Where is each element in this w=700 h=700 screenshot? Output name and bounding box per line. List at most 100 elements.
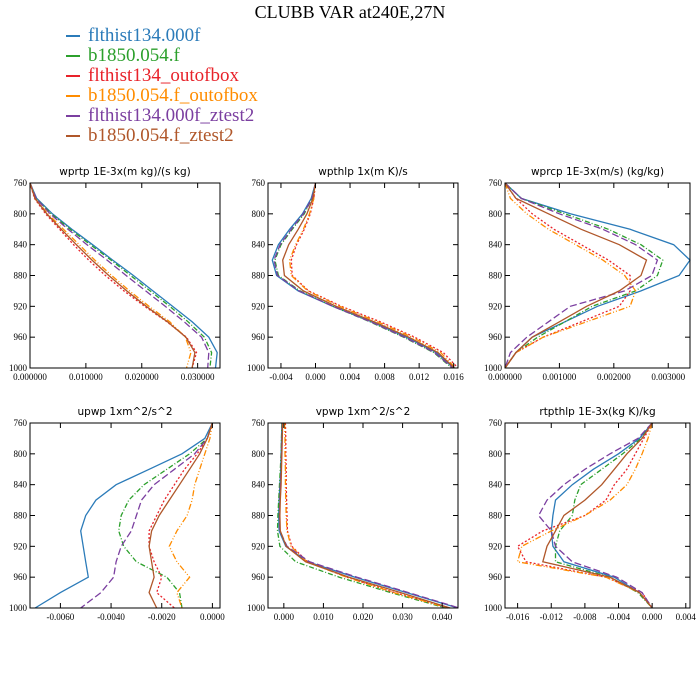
x-tick-label: 0.003000 — [651, 372, 685, 382]
legend-label: b1850.054.f_outofbox — [88, 85, 258, 106]
y-tick-label: 800 — [14, 209, 28, 219]
y-tick-label: 960 — [252, 332, 266, 342]
x-tick-label: 0.000 — [305, 372, 326, 382]
x-tick-label: 0.008 — [374, 372, 395, 382]
x-tick-label: 0.000000 — [13, 372, 47, 382]
y-tick-label: 960 — [14, 332, 28, 342]
y-tick-label: 960 — [489, 572, 503, 582]
y-tick-label: 800 — [252, 449, 266, 459]
y-tick-label: 840 — [14, 240, 28, 250]
panel-title: wpthlp 1x(m K)/s — [318, 166, 408, 178]
series-line — [278, 422, 460, 609]
y-tick-label: 960 — [489, 332, 503, 342]
chart-panel: wprcp 1E-3x(m/s) (kg/kg) 760 800 840 880 920 9… — [484, 166, 691, 382]
y-tick-label: 880 — [14, 511, 28, 521]
legend-label: flthist134.000f — [88, 25, 201, 46]
x-tick-label: 0.012 — [409, 372, 429, 382]
y-tick-label: 880 — [14, 271, 28, 281]
y-tick-label: 1000 — [9, 603, 28, 613]
series-line — [504, 182, 637, 369]
x-tick-label: 0.0000 — [200, 612, 225, 622]
series-line — [34, 422, 213, 609]
series-line — [168, 422, 214, 609]
legend-label: b1850.054.f_ztest2 — [88, 125, 234, 146]
plot-frame — [504, 422, 691, 609]
y-tick-label: 920 — [489, 541, 503, 551]
series-line — [148, 422, 214, 609]
y-tick-label: 760 — [489, 178, 503, 188]
x-tick-label: 0.000 — [274, 612, 295, 622]
y-tick-label: 760 — [14, 418, 28, 428]
y-tick-label: 1000 — [9, 363, 28, 373]
chart-panel: rtpthlp 1E-3x(kg K)/kg 760 800 840 880 920 960… — [484, 406, 696, 622]
chart-panel: upwp 1xm^2/s^2 760 800 840 880 920 960 1000 -0.0… — [9, 406, 225, 622]
legend-label: flthist134_outofbox — [88, 65, 239, 86]
figure-title: CLUBB VAR at240E,27N — [254, 2, 446, 22]
y-tick-label: 800 — [489, 209, 503, 219]
x-tick-label: -0.012 — [540, 612, 563, 622]
y-tick-label: 760 — [489, 418, 503, 428]
y-tick-label: 1000 — [484, 363, 503, 373]
y-tick-label: 920 — [252, 301, 266, 311]
x-tick-label: -0.0060 — [47, 612, 75, 622]
y-tick-label: 880 — [252, 511, 266, 521]
legend-swatch — [66, 35, 80, 37]
series-line — [516, 422, 653, 609]
x-tick-label: -0.0020 — [148, 612, 176, 622]
x-tick-label: 0.030000 — [181, 372, 215, 382]
legend-entry: flthist134_outofbox — [66, 66, 258, 86]
legend-entry: flthist134.000f_ztest2 — [66, 106, 258, 126]
x-tick-label: 0.020 — [353, 612, 374, 622]
series-line — [29, 182, 192, 369]
legend-swatch — [66, 75, 80, 77]
series-line — [274, 182, 453, 369]
legend: flthist134.000f b1850.054.f flthist134_o… — [66, 26, 258, 146]
x-tick-label: 0.002000 — [597, 372, 631, 382]
series-line — [29, 182, 218, 369]
y-tick-label: 880 — [489, 271, 503, 281]
x-tick-label: 0.001000 — [543, 372, 577, 382]
plot-frame — [267, 422, 459, 609]
x-tick-label: -0.004 — [607, 612, 631, 622]
legend-label: flthist134.000f_ztest2 — [88, 105, 255, 126]
x-tick-label: 0.004 — [676, 612, 697, 622]
legend-entry: flthist134.000f — [66, 26, 258, 46]
series-line — [273, 182, 454, 369]
series-line — [29, 182, 198, 369]
legend-swatch — [66, 95, 80, 97]
x-tick-label: 0.010000 — [69, 372, 103, 382]
y-tick-label: 840 — [489, 480, 503, 490]
series-line — [276, 422, 447, 609]
panel-title: wprtp 1E-3x(m kg)/(s kg) — [59, 166, 190, 178]
y-tick-label: 960 — [14, 572, 28, 582]
y-tick-label: 760 — [252, 178, 266, 188]
series-line — [504, 182, 648, 369]
y-tick-label: 760 — [14, 178, 28, 188]
chart-panel: vpwp 1xm^2/s^2 760 800 840 880 920 960 1000 0.00… — [247, 406, 460, 622]
x-tick-label: -0.008 — [573, 612, 597, 622]
y-tick-label: 880 — [489, 511, 503, 521]
x-tick-label: -0.004 — [269, 372, 293, 382]
y-tick-label: 960 — [252, 572, 266, 582]
x-tick-label: 0.040 — [432, 612, 453, 622]
x-tick-label: 0.004 — [340, 372, 361, 382]
legend-swatch — [66, 115, 80, 117]
y-tick-label: 800 — [252, 209, 266, 219]
plot-frame — [504, 182, 691, 369]
series-line — [504, 182, 659, 369]
series-line — [148, 422, 214, 609]
y-tick-label: 920 — [252, 541, 266, 551]
y-tick-label: 840 — [252, 240, 266, 250]
y-tick-label: 920 — [14, 301, 28, 311]
series-line — [504, 182, 664, 369]
y-tick-label: 840 — [252, 480, 266, 490]
y-tick-label: 1000 — [247, 603, 266, 613]
panel-title: wprcp 1E-3x(m/s) (kg/kg) — [531, 166, 664, 178]
series-line — [271, 182, 455, 369]
series-line — [541, 422, 653, 609]
chart-panel: wpthlp 1x(m K)/s 760 800 840 880 920 960 1000-0… — [247, 166, 464, 382]
series-line — [118, 422, 214, 609]
panel-title: upwp 1xm^2/s^2 — [78, 406, 173, 418]
plot-frame — [29, 182, 221, 369]
y-tick-label: 800 — [14, 449, 28, 459]
